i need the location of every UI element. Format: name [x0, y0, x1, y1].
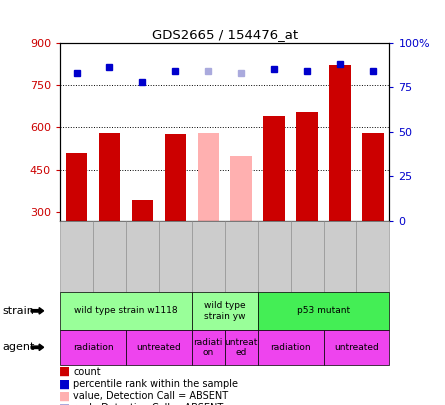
- Text: agent: agent: [2, 342, 35, 352]
- Text: wild type strain w1118: wild type strain w1118: [74, 306, 178, 315]
- Bar: [198, 133, 219, 297]
- Text: wild type
strain yw: wild type strain yw: [204, 301, 246, 320]
- Text: untreat
ed: untreat ed: [225, 338, 258, 357]
- Text: ■: ■: [59, 402, 70, 405]
- Text: ■: ■: [59, 390, 70, 403]
- Text: percentile rank within the sample: percentile rank within the sample: [73, 379, 239, 389]
- Text: rank, Detection Call = ABSENT: rank, Detection Call = ABSENT: [73, 403, 224, 405]
- Text: untreated: untreated: [334, 343, 379, 352]
- Bar: [231, 156, 252, 297]
- Text: radiation: radiation: [73, 343, 113, 352]
- Title: GDS2665 / 154476_at: GDS2665 / 154476_at: [152, 28, 298, 41]
- Text: count: count: [73, 367, 101, 377]
- Text: radiati
on: radiati on: [194, 338, 223, 357]
- Text: untreated: untreated: [137, 343, 181, 352]
- Text: value, Detection Call = ABSENT: value, Detection Call = ABSENT: [73, 391, 229, 401]
- Bar: [66, 153, 87, 297]
- Bar: [329, 65, 351, 297]
- Bar: [263, 116, 285, 297]
- Text: radiation: radiation: [270, 343, 311, 352]
- Bar: [99, 133, 120, 297]
- Bar: [165, 134, 186, 297]
- Bar: [132, 200, 153, 297]
- Text: p53 mutant: p53 mutant: [297, 306, 350, 315]
- Text: ■: ■: [59, 377, 70, 390]
- Bar: [362, 133, 384, 297]
- Bar: [296, 112, 318, 297]
- Text: strain: strain: [2, 306, 34, 316]
- Text: ■: ■: [59, 365, 70, 378]
